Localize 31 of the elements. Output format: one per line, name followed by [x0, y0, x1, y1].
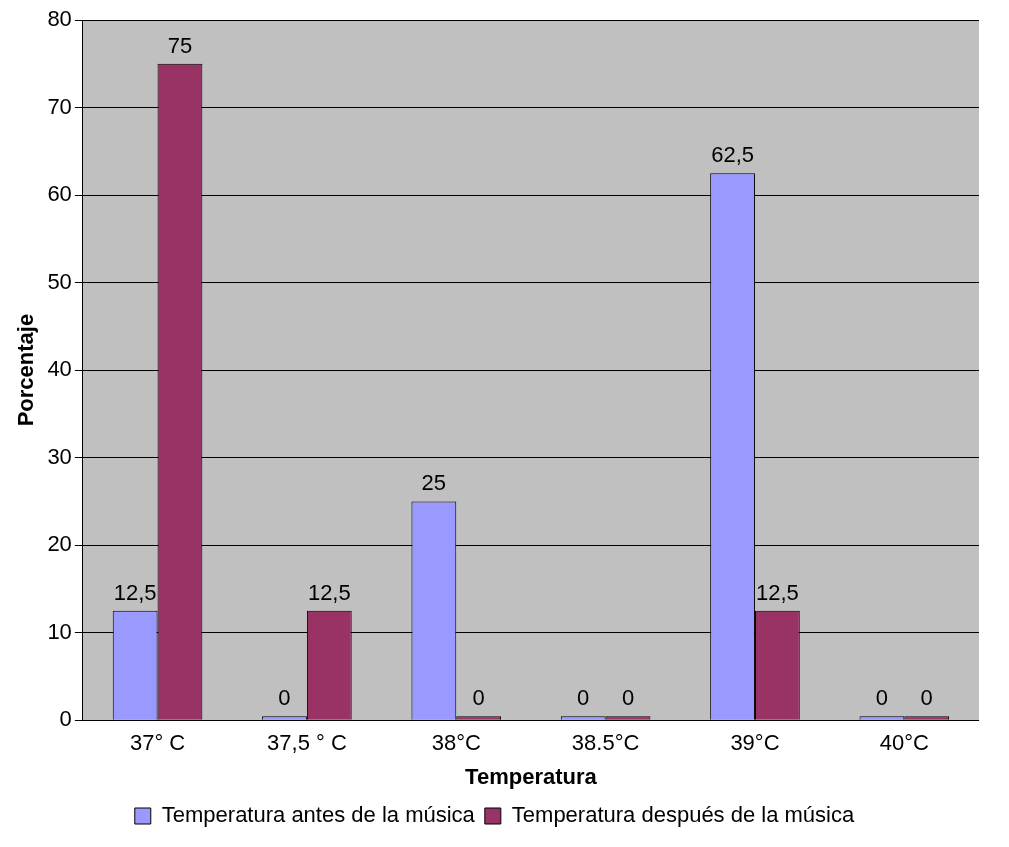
data-label: 12,5 [307, 579, 351, 605]
data-label: 62,5 [711, 142, 754, 168]
legend-label: Temperatura después de la música [511, 802, 855, 828]
data-label: 25 [421, 470, 447, 496]
data-label: 0 [920, 685, 933, 711]
y-tick-label: 60 [47, 181, 72, 207]
data-label: 0 [472, 685, 485, 711]
x-tick-label: 39°C [730, 730, 780, 756]
data-label: 75 [167, 32, 193, 58]
y-tick-label: 0 [59, 706, 72, 732]
data-label: 12,5 [113, 579, 157, 605]
data-label: 0 [621, 685, 635, 711]
x-tick-label: 38.5°C [571, 730, 640, 756]
x-tick-label: 40°C [879, 730, 930, 756]
legend-label: Temperatura antes de la música [161, 802, 476, 828]
x-tick-label: 38°C [431, 730, 481, 756]
x-tick-label: 37° C [129, 730, 186, 756]
x-tick-label: 37,5 ° C [267, 730, 347, 756]
data-label: 0 [875, 685, 889, 711]
data-label: 12,5 [755, 579, 799, 605]
data-label: 0 [577, 685, 590, 711]
y-tick-label: 10 [47, 618, 72, 644]
data-label: 0 [278, 685, 291, 711]
y-tick-label: 70 [47, 93, 72, 119]
y-tick-label: 20 [47, 531, 72, 557]
y-axis-title: Porcentaje [13, 313, 39, 427]
y-tick-label: 80 [47, 6, 72, 32]
x-axis-title: Temperatura [465, 763, 598, 789]
y-tick-label: 50 [47, 268, 72, 294]
y-tick-label: 40 [47, 356, 72, 382]
y-tick-label: 30 [47, 443, 72, 469]
